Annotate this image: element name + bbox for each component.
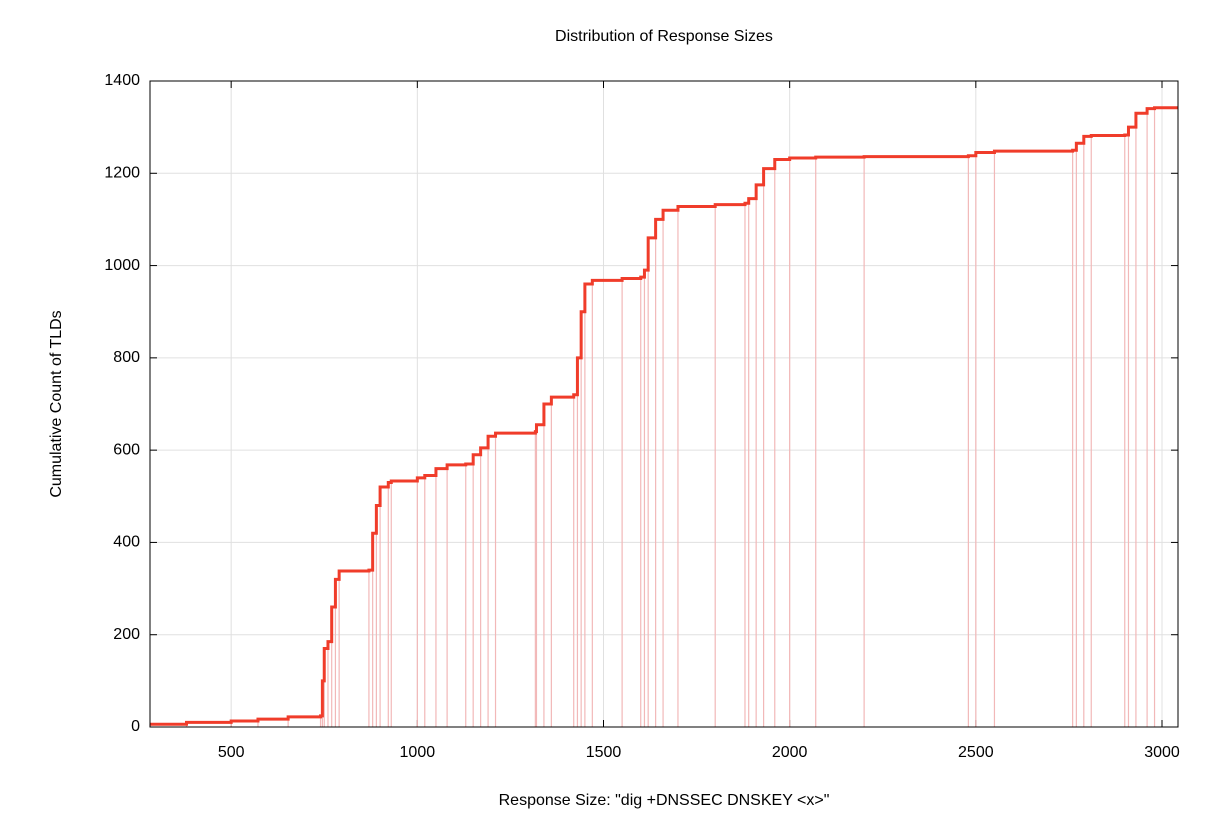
plot-frame [149, 80, 1179, 728]
step-line [150, 106, 1178, 726]
x-tick-label: 500 [218, 744, 245, 761]
y-tick-label: 200 [113, 626, 140, 643]
x-tick-label: 1000 [400, 744, 436, 761]
x-tick-label: 3000 [1144, 744, 1180, 761]
y-tick-label: 1200 [104, 165, 140, 182]
x-tick-label: 2500 [958, 744, 994, 761]
x-tick-label: 1500 [586, 744, 622, 761]
y-tick-label: 1400 [104, 72, 140, 89]
x-axis-label: Response Size: "dig +DNSSEC DNSKEY <x>" [499, 792, 830, 809]
y-axis-label: Cumulative Count of TLDs [48, 310, 65, 497]
x-tick-label: 2000 [772, 744, 808, 761]
y-tick-label: 1000 [104, 257, 140, 274]
y-tick-label: 600 [113, 441, 140, 458]
y-tick-label: 0 [131, 718, 140, 735]
chart-title: Distribution of Response Sizes [555, 28, 773, 45]
y-tick-label: 800 [113, 349, 140, 366]
y-tick-label: 400 [113, 534, 140, 551]
